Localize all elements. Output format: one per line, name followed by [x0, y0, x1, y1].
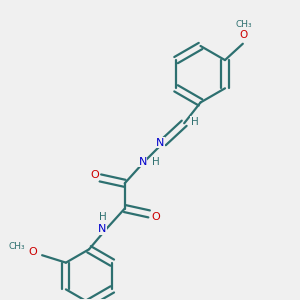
Text: N: N [156, 138, 164, 148]
Text: O: O [239, 30, 247, 40]
Text: CH₃: CH₃ [235, 20, 252, 29]
Text: O: O [151, 212, 160, 222]
Text: CH₃: CH₃ [8, 242, 25, 251]
Text: N: N [138, 157, 147, 167]
Text: H: H [99, 212, 106, 222]
Text: H: H [152, 157, 160, 167]
Text: N: N [98, 224, 106, 234]
Text: H: H [191, 117, 199, 127]
Text: O: O [90, 170, 99, 180]
Text: O: O [29, 247, 38, 257]
